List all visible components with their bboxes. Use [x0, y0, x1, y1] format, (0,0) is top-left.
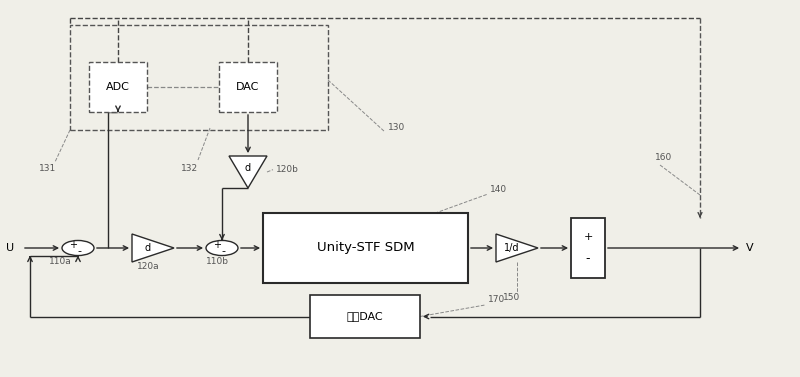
- Bar: [219, 62, 277, 112]
- Polygon shape: [132, 234, 174, 262]
- Polygon shape: [496, 234, 538, 262]
- Text: DAC: DAC: [236, 82, 260, 92]
- Text: -: -: [586, 252, 590, 265]
- Text: 130: 130: [388, 124, 406, 132]
- Text: 反馈DAC: 反馈DAC: [346, 311, 383, 322]
- Text: 1/d: 1/d: [504, 243, 519, 253]
- Text: 170: 170: [488, 296, 506, 305]
- Text: 160: 160: [655, 153, 672, 162]
- Text: 140: 140: [490, 185, 507, 195]
- Text: 132: 132: [182, 164, 198, 173]
- Text: 150: 150: [503, 294, 521, 302]
- Text: -: -: [78, 247, 82, 256]
- Text: U: U: [6, 243, 14, 253]
- Polygon shape: [229, 156, 267, 188]
- Text: 120b: 120b: [276, 165, 299, 174]
- Text: +: +: [70, 241, 77, 250]
- Text: V: V: [746, 243, 754, 253]
- Bar: [70, 25, 328, 130]
- Bar: [571, 218, 605, 278]
- Text: 110a: 110a: [49, 257, 71, 266]
- Circle shape: [206, 241, 238, 256]
- Text: 110b: 110b: [206, 257, 229, 266]
- Text: ADC: ADC: [106, 82, 130, 92]
- Bar: [310, 295, 420, 338]
- Text: Unity-STF SDM: Unity-STF SDM: [317, 242, 414, 254]
- Text: +: +: [583, 232, 593, 242]
- Text: d: d: [145, 243, 151, 253]
- Text: +: +: [213, 241, 221, 250]
- Bar: [89, 62, 147, 112]
- Circle shape: [62, 241, 94, 256]
- Text: 120a: 120a: [137, 262, 159, 271]
- Text: d: d: [245, 163, 251, 173]
- Bar: [263, 213, 468, 283]
- Text: -: -: [222, 247, 226, 256]
- Text: 131: 131: [39, 164, 57, 173]
